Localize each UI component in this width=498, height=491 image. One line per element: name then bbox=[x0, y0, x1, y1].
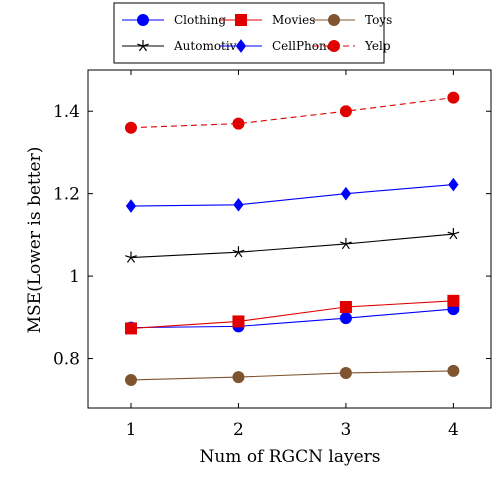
legend-label-automotive: Automotive bbox=[173, 39, 244, 53]
y-tick-label: 0.8 bbox=[53, 350, 80, 370]
star-ray bbox=[447, 231, 454, 235]
legend-marker-yelp bbox=[328, 40, 340, 52]
series-line-yelp bbox=[130, 97, 454, 129]
data-point-yelp bbox=[232, 117, 245, 130]
series-line-toys bbox=[130, 370, 454, 381]
data-point-toys bbox=[232, 371, 245, 384]
data-point-toys bbox=[339, 366, 352, 379]
x-tick-label: 4 bbox=[448, 420, 459, 440]
series-line-automotive bbox=[130, 233, 454, 259]
data-point-movies bbox=[339, 301, 352, 314]
star-ray bbox=[234, 251, 239, 258]
legend-box bbox=[113, 2, 385, 64]
star-ray bbox=[232, 249, 239, 253]
star-ray bbox=[130, 255, 137, 259]
star-ray bbox=[345, 241, 352, 245]
data-point-automotive bbox=[447, 228, 460, 240]
data-point-yelp bbox=[447, 91, 460, 104]
legend-label-toys: Toys bbox=[365, 13, 392, 27]
star-ray bbox=[345, 243, 350, 250]
series-line-movies bbox=[130, 300, 454, 329]
star-ray bbox=[449, 233, 454, 240]
legend-label-yelp: Yelp bbox=[364, 39, 391, 53]
data-point-yelp bbox=[124, 121, 137, 134]
x-tick-label: 3 bbox=[341, 420, 352, 440]
legend-label-movies: Movies bbox=[272, 13, 315, 27]
legend-marker-toys bbox=[328, 14, 340, 26]
legend-marker-movies bbox=[235, 14, 247, 26]
data-point-movies bbox=[447, 294, 460, 307]
data-point-automotive bbox=[125, 251, 137, 263]
legend: Clothing Movies Toys Automotive CellPhones Ye… bbox=[122, 13, 392, 53]
data-point-toys bbox=[447, 364, 460, 377]
x-tick-label: 1 bbox=[126, 420, 137, 440]
star-ray bbox=[452, 233, 458, 240]
legend-label-cellphones: CellPhones bbox=[272, 39, 340, 53]
data-point-movies bbox=[232, 315, 245, 328]
legend-marker-clothing bbox=[137, 14, 149, 26]
star-ray bbox=[341, 243, 347, 250]
star-ray bbox=[340, 241, 347, 245]
y-tick-label: 1.4 bbox=[53, 102, 80, 122]
star-ray bbox=[142, 45, 148, 52]
data-point-cellphones bbox=[233, 197, 244, 212]
data-point-toys bbox=[124, 373, 137, 386]
series-lines bbox=[130, 97, 454, 381]
series-line-clothing bbox=[130, 308, 454, 329]
data-point-movies bbox=[124, 322, 137, 335]
data-point-cellphones bbox=[448, 177, 459, 192]
star-ray bbox=[138, 45, 144, 52]
legend-marker-cellphones bbox=[235, 39, 247, 53]
legend-label-clothing: Clothing bbox=[174, 13, 226, 27]
star-ray bbox=[137, 43, 144, 47]
axis-ticks: 1 2 3 4 0.8 1 1.2 1.4 bbox=[53, 70, 491, 440]
star-ray bbox=[125, 255, 132, 259]
data-point-yelp bbox=[339, 105, 352, 118]
star-ray bbox=[130, 257, 135, 263]
legend-marker-automotive bbox=[137, 40, 149, 52]
series-markers bbox=[124, 91, 460, 386]
star-ray bbox=[126, 257, 132, 263]
y-axis-label: MSE(Lower is better) bbox=[25, 147, 45, 334]
x-tick-label: 2 bbox=[233, 420, 244, 440]
data-point-automotive bbox=[232, 246, 245, 258]
y-tick-label: 1.2 bbox=[53, 185, 80, 205]
data-point-clothing bbox=[339, 312, 352, 325]
data-point-cellphones bbox=[125, 199, 137, 213]
data-point-cellphones bbox=[340, 186, 352, 201]
star-ray bbox=[238, 249, 245, 253]
star-ray bbox=[142, 43, 149, 47]
star-ray bbox=[237, 251, 243, 258]
data-point-automotive bbox=[340, 237, 352, 250]
star-ray bbox=[453, 231, 460, 235]
x-axis-label: Num of RGCN layers bbox=[199, 447, 380, 467]
series-line-cellphones bbox=[130, 184, 454, 207]
plot-frame bbox=[87, 69, 492, 409]
y-tick-label: 1 bbox=[69, 267, 80, 287]
